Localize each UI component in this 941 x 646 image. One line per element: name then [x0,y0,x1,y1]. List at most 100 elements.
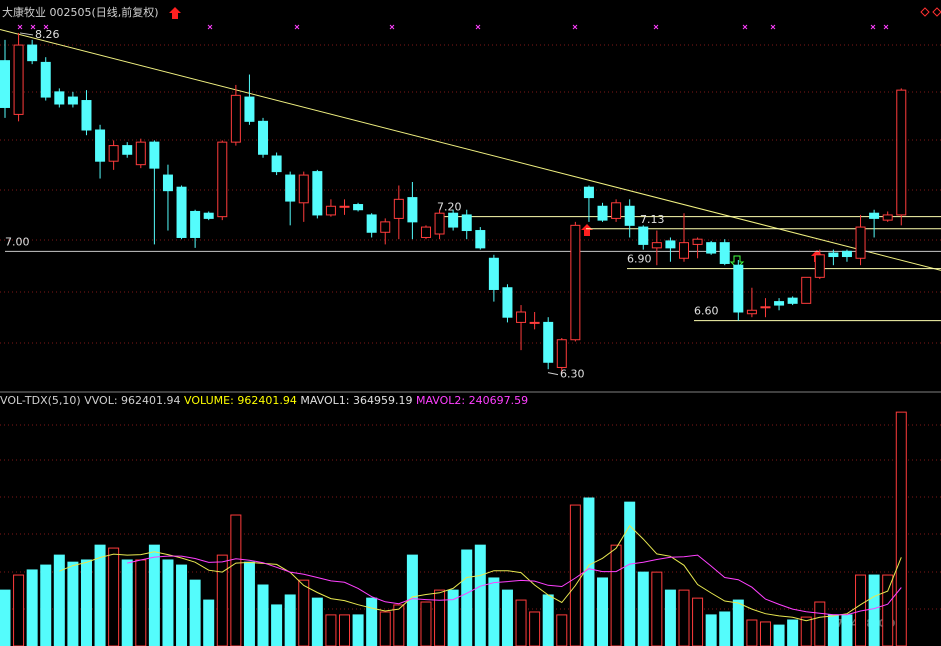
volume-bar [298,579,310,646]
candle-body [760,306,771,309]
volume-bar [379,611,391,646]
candle-body [502,287,513,318]
candle-body [529,321,540,324]
annotation-leader [19,32,34,36]
candle-body [896,89,907,216]
volume-bar [216,554,228,646]
candle-body [516,311,527,323]
level-label: 7.13 [640,213,665,226]
volume-bar [841,614,853,646]
candle-body [828,252,839,258]
moving-average-line [127,554,902,616]
candle-body [40,61,51,98]
candle-body [149,141,160,169]
trendline [0,28,941,271]
candle-body [733,264,744,313]
volume-bar [67,561,79,646]
top-marker [653,24,659,30]
volume-bar [80,559,92,646]
volume-bar [651,571,663,646]
volume-bar [664,589,676,646]
legend-value: 962401.94 [121,394,181,407]
candle-body [108,145,119,162]
volume-bar [746,619,758,646]
volume-bar [352,614,364,646]
candle-body [556,339,567,368]
candle-body [271,155,282,173]
volume-bar [529,611,541,646]
volume-bar [108,547,120,646]
candle-body [461,214,472,232]
volume-bar [243,561,255,646]
level-label: 6.60 [694,305,719,318]
candle-body [570,224,581,341]
candle-body [801,276,812,304]
candle-body [651,242,662,249]
candle-body [244,96,255,122]
volume-bar [488,577,500,646]
volume-bar [94,544,106,646]
candle-body [217,141,228,218]
volume-bar [162,559,174,646]
legend-name: MAVOL1: [300,394,349,407]
volume-bar [569,504,581,646]
candle-body [366,214,377,233]
volume-bar [787,619,799,646]
volume-bar [121,559,133,646]
volume-bar [583,497,595,646]
volume-bar [515,599,527,646]
candle-body [841,250,852,258]
candle-body [774,301,785,306]
candle-body [638,226,649,245]
candle-body [488,257,499,290]
volume-bar [53,554,65,646]
candle-body [475,230,486,249]
legend-value: 364959.19 [353,394,413,407]
moving-average-line [59,524,902,622]
volume-bar [0,589,11,646]
candle-body [706,242,717,254]
candle-body [54,91,65,105]
volume-bar [814,601,826,646]
candle-body [162,174,173,192]
candle-body [27,44,38,62]
volume-bar [501,589,513,646]
volume-bar [311,597,323,646]
candle-body [420,226,431,238]
volume-bar [203,599,215,646]
volume-bar [759,621,771,646]
candle-body [869,212,880,219]
annotation-label: 6.30 [560,368,585,381]
candle-body [190,210,201,238]
candle-body [380,221,391,233]
volume-bar [230,514,242,646]
candle-body [81,100,92,131]
volume-bar [339,614,350,646]
volume-bar [678,589,690,646]
chart-title: 大康牧业 002505(日线,前复权) [2,5,159,19]
candle-body [597,205,608,221]
volume-bar [40,564,52,646]
legend-value: 240697.59 [469,394,529,407]
legend-name: VOLUME: [184,394,234,407]
corner-diamond [932,7,941,17]
level-label: 7.20 [437,201,462,214]
volume-bar [705,614,717,646]
level-label: 6.90 [627,253,652,266]
legend-name: MAVOL2: [416,394,465,407]
candle-body [95,129,106,162]
candle-body [67,96,78,105]
corner-diamond [920,7,930,17]
volume-bar [271,604,283,646]
volume-bar [434,589,446,646]
volume-bar [393,604,405,646]
candle-body [353,204,364,211]
top-marker [389,24,395,30]
candle-body [230,94,241,143]
candle-body [814,254,825,278]
top-marker [30,24,36,30]
top-marker [43,24,49,30]
candle-body [393,198,404,219]
volume-bar [176,564,188,646]
